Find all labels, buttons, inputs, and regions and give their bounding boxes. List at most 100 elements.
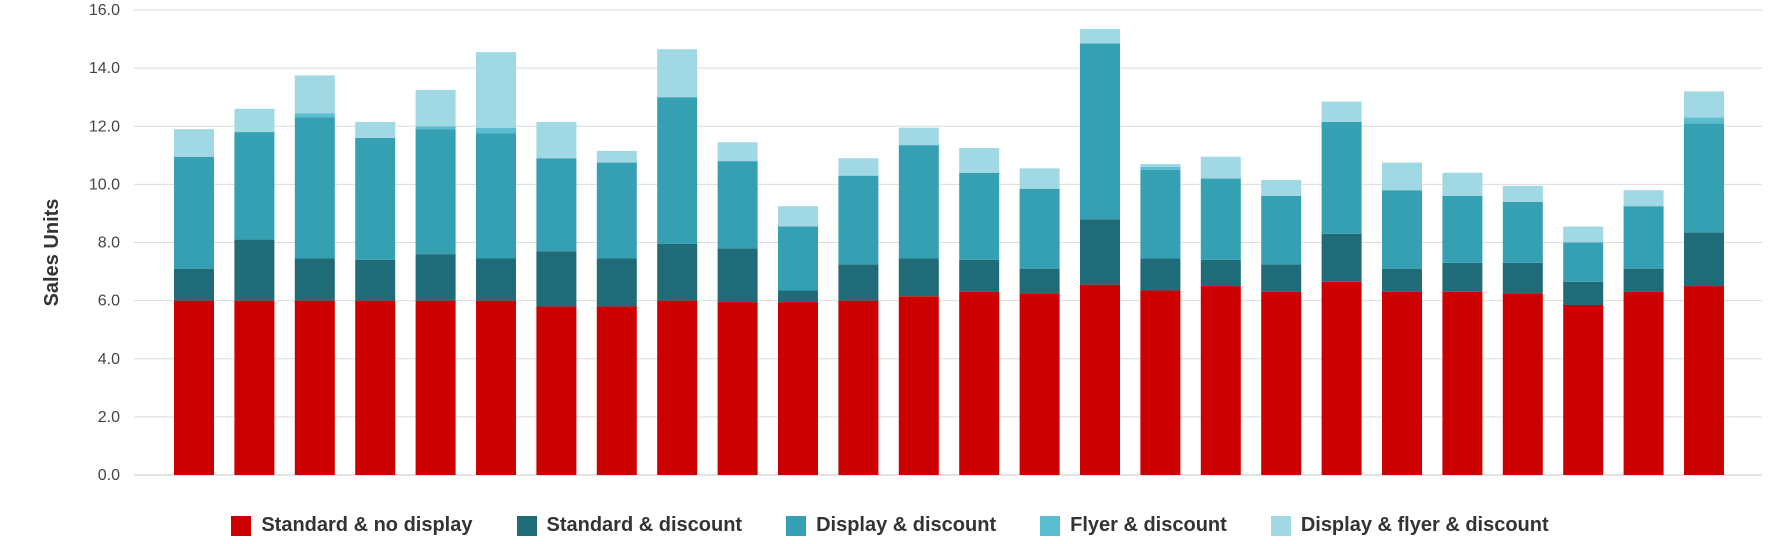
bar-stack [1019,168,1060,475]
bar-segment-series-1 [1080,219,1120,285]
legend-swatch [1040,515,1061,536]
bar-segment-series-0 [294,300,335,476]
bar-segment-series-2 [1563,242,1604,282]
bar-segment-series-4 [717,142,758,162]
bar-stack [959,148,1000,475]
bar-segment-series-0 [717,302,758,475]
bar-segment-series-1 [1261,264,1302,292]
bar-stack [778,206,818,475]
bar-segment-series-4 [1321,101,1362,122]
bar-segment-series-3 [476,127,516,134]
bar-segment-series-2 [1080,43,1120,220]
bar-segment-series-4 [1019,168,1060,189]
bar-stack [1502,185,1543,475]
bar-segment-series-4 [294,75,335,114]
bar-segment-series-0 [1200,286,1241,475]
bar-stack [1140,164,1181,475]
y-tick-label: 14.0 [89,60,120,77]
bar-segment-series-2 [476,133,516,259]
bar-segment-series-1 [294,258,335,301]
bar-segment-series-2 [1684,123,1724,233]
bar-segment-series-2 [234,132,275,240]
bar-segment-series-3 [415,126,456,130]
bar-segment-series-0 [1623,291,1664,475]
bar-stack [1684,91,1724,475]
bar-segment-series-2 [294,117,335,259]
bar-segment-series-0 [1080,284,1120,475]
bar-segment-series-4 [536,121,577,159]
bar-segment-series-1 [959,259,1000,292]
bar-stack [1080,28,1120,475]
y-axis-title: Sales Units [41,199,63,307]
bar-segment-series-3 [1684,117,1724,124]
y-tick-label: 16.0 [89,2,120,19]
bar-segment-series-2 [1502,201,1543,263]
bar-segment-series-1 [1563,281,1604,305]
bar-segment-series-0 [1684,286,1724,475]
y-tick-label: 0.0 [98,467,120,484]
y-tick-label: 4.0 [98,351,120,368]
bar-segment-series-1 [1623,268,1664,292]
y-tick-label: 2.0 [98,409,120,426]
bar-segment-series-2 [1200,178,1241,260]
bar-stack [1563,226,1604,475]
bar-stack [596,150,637,475]
bar-stack [1261,180,1302,475]
bar-segment-series-0 [898,296,939,475]
bar-segment-series-0 [1019,293,1060,475]
bar-segment-series-4 [476,52,516,128]
legend-label: Display & flyer & discount [1300,514,1549,536]
bar-segment-series-0 [1442,291,1483,475]
legend-item: Standard & no display [231,514,473,537]
bar-stack [294,75,335,476]
legend-swatch [1270,515,1291,536]
y-tick-label: 10.0 [89,176,120,193]
bar-segment-series-2 [1623,206,1664,269]
bar-segment-series-1 [1684,232,1724,287]
y-axis-ticks: 0.0 2.0 4.0 6.0 8.0 10.0 12.0 14.0 16.0 [89,2,120,484]
bar-segment-series-4 [174,129,214,157]
bar-stack [1382,162,1422,475]
bar-stack [536,121,577,475]
bar-segment-series-0 [1261,291,1302,475]
bar-segment-series-0 [959,291,1000,475]
y-tick-label: 6.0 [98,293,120,310]
bar-segment-series-1 [234,239,275,301]
bar-segment-series-1 [415,254,456,301]
bar-segment-series-2 [1321,121,1362,234]
bar-segment-series-4 [959,148,1000,173]
bar-segment-series-4 [778,206,818,227]
bar-segment-series-2 [596,162,637,259]
bar-segment-series-2 [1442,196,1483,263]
legend: Standard & no display Standard & discount… [0,514,1780,537]
bar-segment-series-4 [234,108,275,133]
bar-segment-series-1 [476,258,516,301]
bar-segment-series-1 [174,268,214,301]
bar-segment-series-1 [778,290,818,303]
bar-segment-series-2 [355,137,396,260]
bar-stack [838,158,879,476]
legend-swatch [231,515,252,536]
bar-segment-series-4 [1382,162,1422,191]
legend-label: Flyer & discount [1070,514,1227,536]
bar-segment-series-3 [1140,166,1181,170]
bar-segment-series-0 [1502,293,1543,475]
bar-segment-series-2 [1140,169,1181,259]
bar-segment-series-3 [294,113,335,118]
legend-item: Display & flyer & discount [1270,514,1549,537]
bar-segment-series-4 [355,121,396,138]
bar-stack [1623,190,1664,475]
bar-segment-series-1 [1321,233,1362,282]
bar-segment-series-2 [898,145,939,259]
bar-segment-series-0 [1140,290,1181,475]
bar-segment-series-2 [1261,196,1302,265]
bar-segment-series-4 [838,158,879,176]
bar-segment-series-1 [898,258,939,297]
bar-segment-series-0 [415,300,456,476]
bar-segment-series-2 [717,161,758,249]
bar-segment-series-2 [657,97,698,244]
bar-segment-series-2 [838,175,879,265]
bar-segment-series-4 [596,150,637,163]
bar-segment-series-2 [174,156,214,269]
legend-item: Standard & discount [516,514,742,537]
